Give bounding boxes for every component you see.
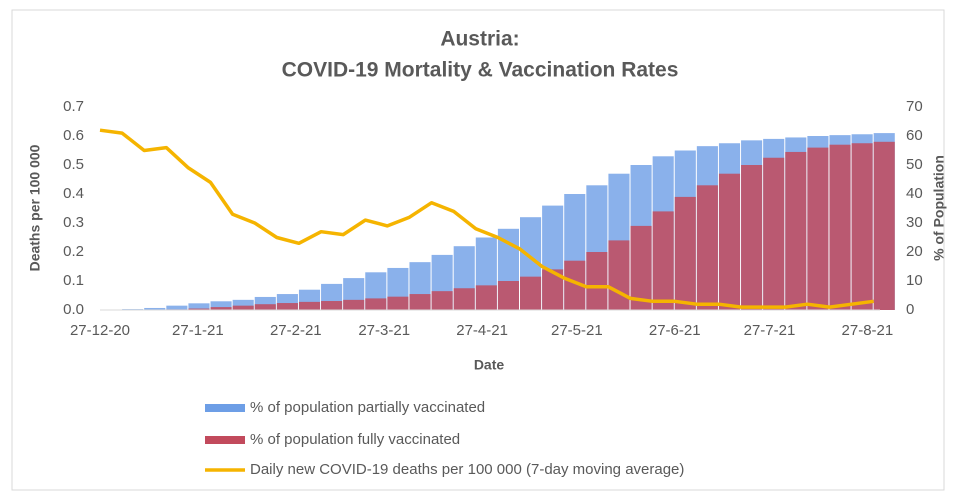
legend-label: % of population partially vaccinated (250, 399, 485, 416)
y-axis-title: Deaths per 100 000 (27, 144, 43, 271)
bar (166, 305, 188, 310)
bar (851, 143, 873, 310)
x-tick-label: 27-8-21 (842, 322, 894, 339)
bar (608, 240, 630, 310)
bar (232, 305, 254, 310)
x-tick-label: 27-2-21 (270, 322, 322, 339)
bar (343, 299, 365, 310)
bar (696, 185, 718, 310)
bar (475, 285, 497, 310)
x-tick-label: 27-3-21 (358, 322, 410, 339)
bar (188, 308, 210, 310)
bar (232, 299, 254, 310)
bar (674, 196, 696, 310)
y2-tick-label: 60 (906, 127, 923, 144)
bar (409, 294, 431, 310)
chart-title: Austria: (440, 28, 519, 51)
y-tick-label: 0.4 (63, 185, 84, 202)
bar (365, 298, 387, 310)
bar (718, 173, 741, 310)
x-tick-label: 27-12-20 (70, 322, 130, 339)
bar (763, 157, 785, 310)
bar (652, 211, 674, 310)
bar (630, 225, 652, 310)
x-tick-label: 27-7-21 (744, 322, 796, 339)
y-tick-label: 0.0 (63, 301, 84, 318)
bar (497, 281, 519, 310)
y2-tick-label: 0 (906, 301, 914, 318)
chart-title: COVID-19 Mortality & Vaccination Rates (282, 59, 679, 82)
bar (564, 260, 586, 310)
x-tick-label: 27-1-21 (172, 322, 224, 339)
y2-tick-label: 20 (906, 243, 923, 260)
bar (586, 252, 608, 310)
y2-axis-title: % of Population (931, 155, 947, 261)
bar (873, 141, 895, 310)
bar (807, 147, 829, 310)
x-tick-label: 27-4-21 (456, 322, 508, 339)
bar (741, 165, 763, 310)
bar (785, 151, 807, 310)
bar (210, 301, 232, 310)
x-tick-label: 27-5-21 (551, 322, 603, 339)
y2-tick-label: 70 (906, 98, 923, 115)
bar (453, 288, 475, 310)
legend-swatch (205, 436, 245, 444)
bar (276, 303, 298, 310)
y2-tick-label: 10 (906, 272, 923, 289)
y-tick-label: 0.3 (63, 214, 84, 231)
y-tick-label: 0.1 (63, 272, 84, 289)
bar (254, 304, 276, 310)
y2-tick-label: 30 (906, 214, 923, 231)
bar (321, 301, 343, 310)
bar (298, 301, 321, 310)
bar (829, 144, 851, 310)
bar (188, 303, 210, 310)
line (99, 128, 874, 309)
y-tick-label: 0.7 (63, 98, 84, 115)
y-tick-label: 0.5 (63, 156, 84, 173)
bar (387, 296, 409, 310)
y-tick-label: 0.6 (63, 127, 84, 144)
legend-label: Daily new COVID-19 deaths per 100 000 (7… (250, 461, 684, 478)
bar (542, 269, 564, 310)
bar (520, 276, 542, 310)
bar (144, 307, 166, 310)
bar (210, 307, 232, 310)
y2-tick-label: 40 (906, 185, 923, 202)
x-tick-label: 27-6-21 (649, 322, 701, 339)
legend-swatch (205, 404, 245, 412)
bar (431, 291, 453, 310)
x-axis-title: Date (474, 357, 505, 373)
y-tick-label: 0.2 (63, 243, 84, 260)
y2-tick-label: 50 (906, 156, 923, 173)
legend-label: % of population fully vaccinated (250, 431, 460, 448)
